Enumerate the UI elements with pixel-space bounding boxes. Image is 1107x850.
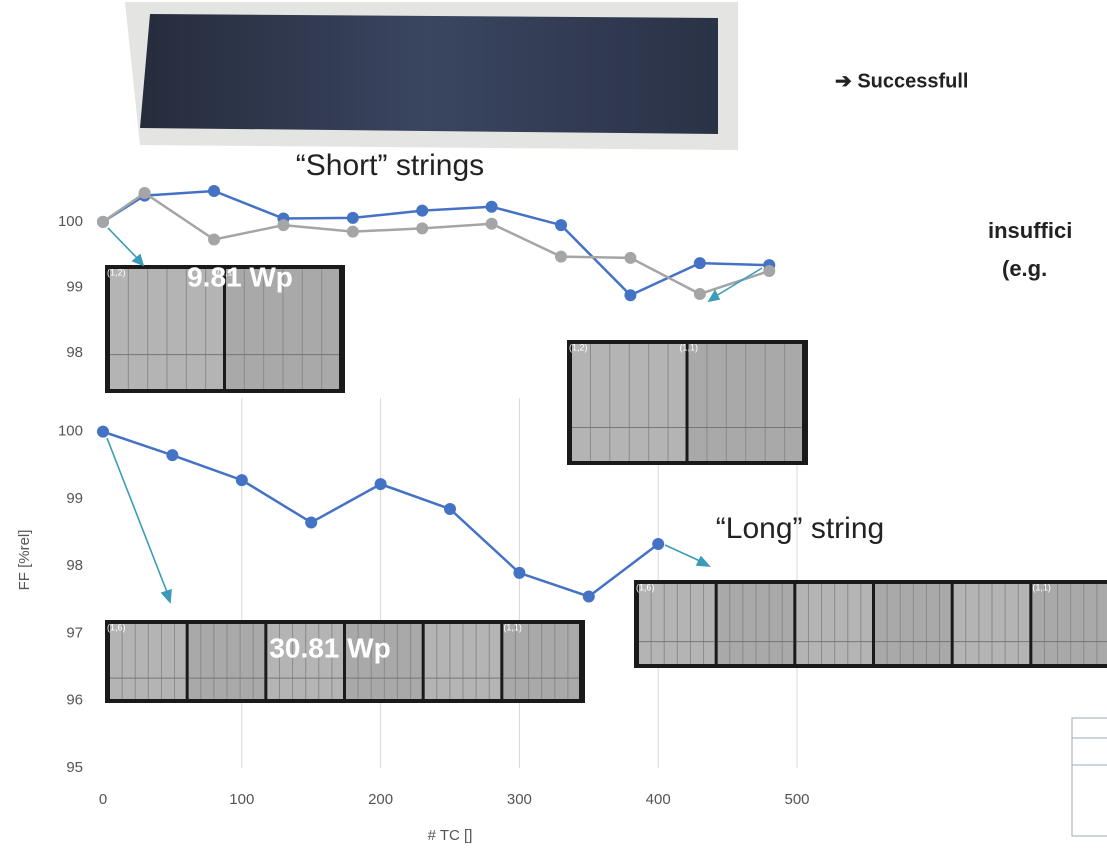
y-tick-label: 97	[66, 624, 83, 641]
el-image: (1,2) (1,1)	[567, 340, 808, 465]
point	[555, 251, 567, 263]
point	[347, 226, 359, 238]
point	[97, 216, 109, 228]
point	[513, 567, 525, 579]
x-tick-label: 100	[229, 791, 254, 808]
point	[347, 212, 359, 224]
point	[624, 289, 636, 301]
cell-label: (1,6)	[636, 582, 655, 592]
note: (e.g.	[1002, 256, 1047, 281]
heading: ➔ Successfull	[835, 70, 968, 92]
slide-canvas: ➔ Successfull insuffici (e.g. 98 99 100 “Sh…	[0, 0, 1107, 850]
y-tick-label: 99	[66, 278, 83, 295]
chart-title: “Short” strings	[296, 149, 484, 182]
panel-photo	[125, 2, 738, 150]
point	[208, 185, 220, 197]
point	[624, 252, 636, 264]
point	[694, 288, 706, 300]
point	[166, 449, 178, 461]
el-cell	[1032, 584, 1107, 664]
point	[694, 257, 706, 269]
x-tick-label: 0	[99, 791, 107, 808]
y-tick-label: 99	[66, 490, 83, 507]
point	[652, 538, 664, 550]
point	[305, 516, 317, 528]
insets: (1,2)(1,1)9.81 Wp(1,2)(1,1)(1,6)(1,1)30.…	[105, 261, 1107, 703]
point	[277, 219, 289, 231]
slide: ➔ Successfull insuffici (e.g. 98 99 100 “Sh…	[0, 0, 1107, 850]
point	[444, 503, 456, 515]
cell-label: (1,1)	[503, 622, 522, 632]
cell-label: (1,1)	[1032, 582, 1051, 592]
point	[416, 222, 428, 234]
y-axis-label: FF [%rel]	[16, 530, 33, 591]
cell-label: (1,1)	[680, 342, 699, 352]
table-fragment	[1072, 718, 1107, 836]
el-image: (1,6) (1,1) 30.81 Wp	[105, 620, 585, 703]
power-label: 30.81 Wp	[269, 632, 390, 663]
x-tick-label: 300	[507, 791, 532, 808]
cell-label: (1,2)	[569, 342, 588, 352]
el-image: (1,2)(1,1)9.81 Wp	[105, 261, 345, 393]
charts: 98 99 100 “Short” strings 95 96 97 98 99 100 0 100 2…	[16, 149, 884, 844]
power-label: 9.81 Wp	[187, 261, 293, 292]
y-tick-label: 95	[66, 759, 83, 776]
y-tick-label: 98	[66, 344, 83, 361]
y-tick-label: 100	[58, 423, 83, 440]
x-tick-label: 500	[784, 791, 809, 808]
cell-label: (1,2)	[107, 267, 126, 277]
point	[375, 478, 387, 490]
point	[97, 426, 109, 438]
x-axis-label: # TC []	[428, 827, 473, 844]
point	[236, 474, 248, 486]
point	[486, 201, 498, 213]
point	[486, 218, 498, 230]
point	[583, 590, 595, 602]
point	[763, 265, 775, 277]
y-tick-label: 96	[66, 692, 83, 709]
y-tick-label: 98	[66, 557, 83, 574]
point	[416, 205, 428, 217]
y-tick-label: 100	[58, 213, 83, 230]
point	[208, 234, 220, 246]
annotation: “Long” string	[716, 512, 884, 545]
point	[555, 219, 567, 231]
note: insuffici	[988, 218, 1072, 243]
x-tick-label: 400	[646, 791, 671, 808]
el-image: (1,6) (1,1)	[634, 580, 1107, 668]
cell-label: (1,6)	[107, 622, 126, 632]
x-tick-label: 200	[368, 791, 393, 808]
point	[139, 187, 151, 199]
